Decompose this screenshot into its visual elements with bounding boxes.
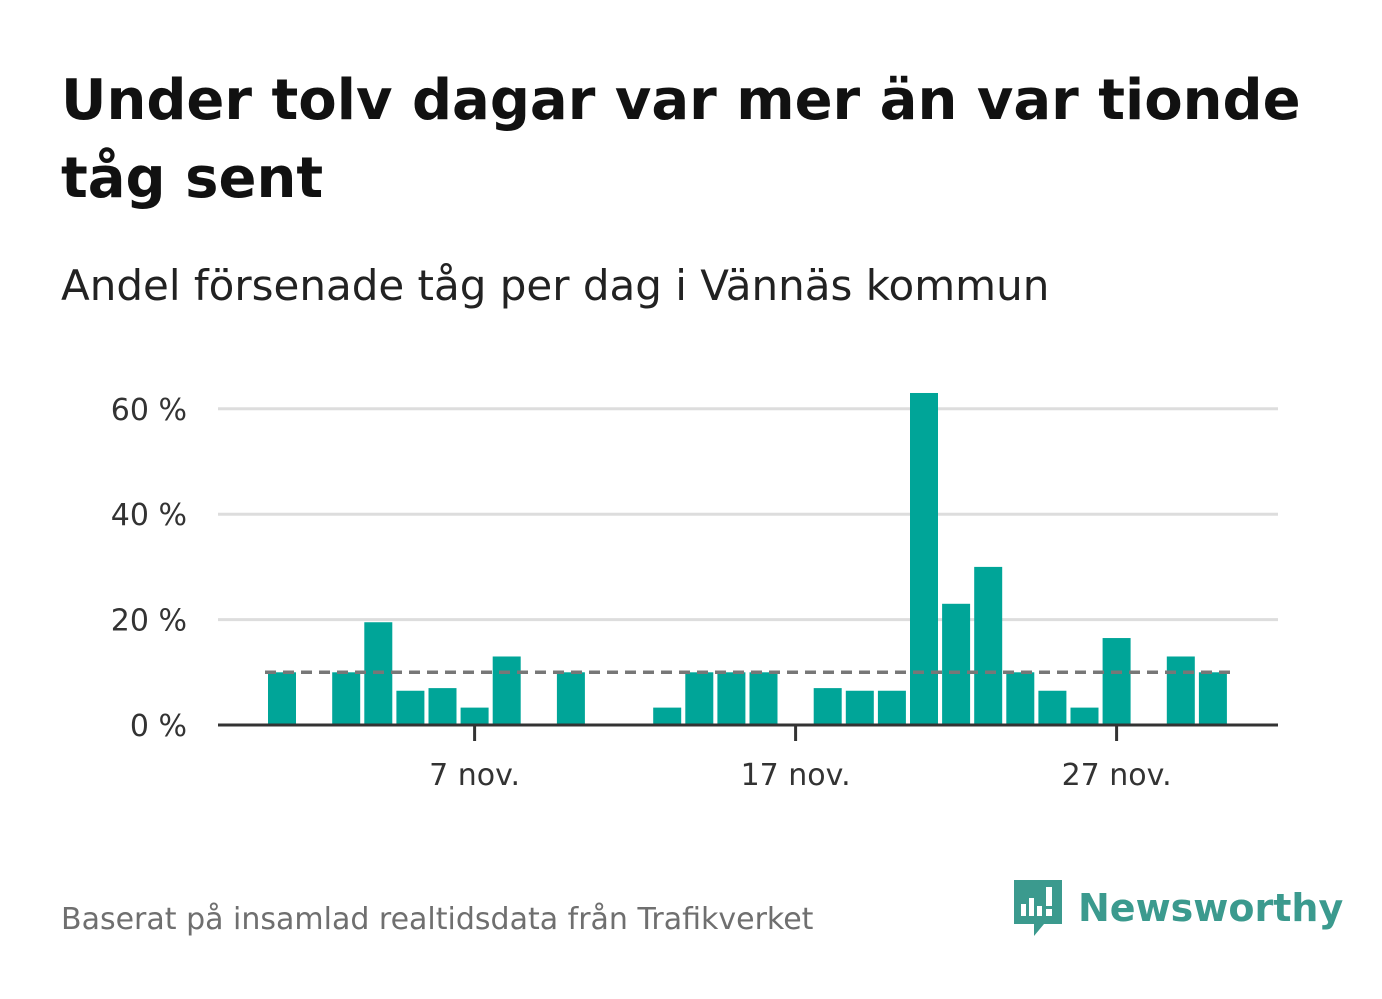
y-axis-labels: 0 % 20 % 40 % 60 % — [111, 393, 187, 744]
bar — [460, 707, 489, 725]
x-tick-label: 7 nov. — [429, 758, 520, 793]
bar — [1198, 672, 1227, 725]
bar — [1166, 656, 1195, 725]
bar — [1070, 707, 1099, 725]
bar — [877, 690, 906, 725]
x-tick-label: 27 nov. — [1062, 758, 1172, 793]
bar — [1038, 690, 1067, 725]
bar — [717, 672, 746, 725]
chart-subtitle: Andel försenade tåg per dag i Vännäs kom… — [61, 261, 1050, 310]
x-tick-label: 17 nov. — [741, 758, 851, 793]
bar — [749, 672, 778, 725]
bar — [813, 688, 842, 725]
bar — [685, 672, 714, 725]
bar — [910, 392, 938, 725]
bar — [396, 690, 425, 725]
bar — [845, 690, 874, 725]
brand-name: Newsworthy — [1078, 886, 1344, 930]
bar — [268, 672, 296, 725]
source-note: Baserat på insamlad realtidsdata från Tr… — [61, 902, 814, 937]
gridlines — [218, 407, 1278, 622]
bar — [332, 672, 361, 725]
y-tick-label: 0 % — [130, 709, 187, 744]
brand-logo[interactable]: Newsworthy — [1012, 878, 1343, 938]
bar — [1102, 638, 1131, 725]
bar — [653, 707, 682, 725]
chart-title: Under tolv dagar var mer än var tionde t… — [61, 68, 1301, 211]
bar — [1006, 672, 1035, 725]
bar-chart: 7 nov. 17 nov. 27 nov. 0 % 20 % 40 % 60 % — [111, 392, 1278, 793]
newsworthy-logo-icon — [1014, 880, 1062, 936]
bar — [942, 603, 971, 725]
y-tick-label: 20 % — [111, 604, 187, 639]
bar — [974, 566, 1003, 725]
y-tick-label: 60 % — [111, 393, 187, 428]
y-tick-label: 40 % — [111, 498, 187, 533]
bar — [556, 672, 585, 725]
bars — [268, 392, 1227, 725]
bar — [428, 688, 457, 725]
x-axis: 7 nov. 17 nov. 27 nov. — [218, 723, 1278, 793]
bar — [492, 656, 521, 725]
